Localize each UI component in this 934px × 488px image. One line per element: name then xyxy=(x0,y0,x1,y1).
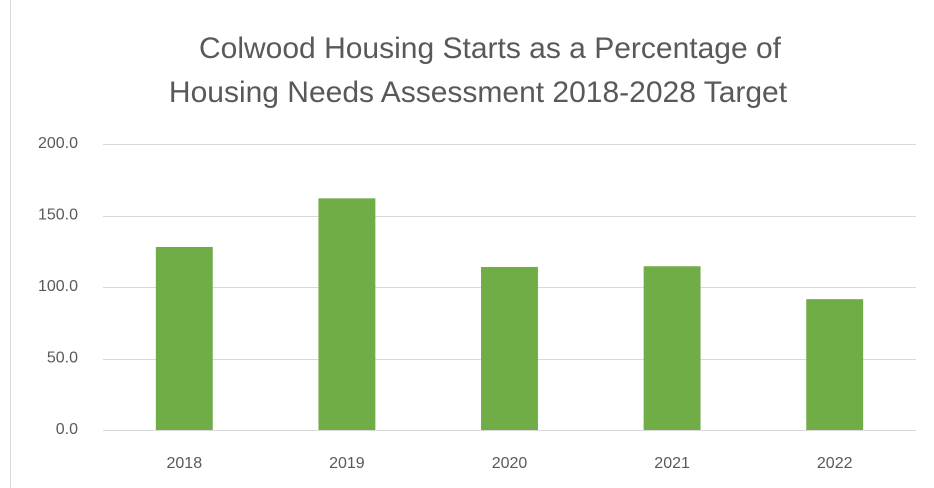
y-tick-label: 200.0 xyxy=(38,135,78,152)
x-tick-label: 2018 xyxy=(167,455,203,472)
chart-title: Housing Needs Assessment 2018-2028 Targe… xyxy=(169,76,788,109)
y-tick-label: 150.0 xyxy=(38,207,78,224)
bar xyxy=(806,299,864,430)
y-tick-label: 100.0 xyxy=(38,278,78,295)
x-tick-label: 2021 xyxy=(654,455,690,472)
x-tick-label: 2022 xyxy=(817,455,853,472)
bar xyxy=(481,266,538,430)
bar xyxy=(318,198,376,430)
y-tick-label: 50.0 xyxy=(47,350,78,367)
bar xyxy=(155,246,213,430)
bar xyxy=(643,266,701,430)
x-tick-label: 2019 xyxy=(329,455,365,472)
chart-title: Colwood Housing Starts as a Percentage o… xyxy=(199,32,782,65)
y-tick-label: 0.0 xyxy=(56,421,78,438)
x-tick-label: 2020 xyxy=(492,455,528,472)
